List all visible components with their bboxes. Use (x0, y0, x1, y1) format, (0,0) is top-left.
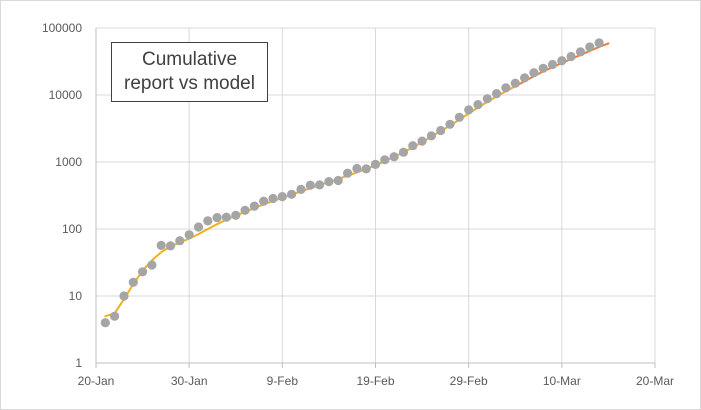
data-point (547, 59, 558, 70)
data-point (510, 78, 520, 88)
data-point (147, 260, 157, 270)
data-point (128, 277, 138, 287)
data-point (305, 180, 315, 190)
y-tick-label: 10000 (49, 88, 83, 102)
x-tick-label: 19-Feb (356, 374, 394, 388)
data-point (343, 168, 353, 178)
chart-title-line-1: Cumulative (141, 49, 238, 70)
data-point (277, 192, 287, 202)
data-point (352, 163, 362, 174)
x-tick-label: 20-Jan (78, 374, 115, 388)
series-line-1 (104, 85, 517, 318)
data-point (231, 210, 241, 220)
data-point (221, 212, 231, 222)
data-point (156, 240, 166, 250)
data-point (259, 196, 269, 206)
data-point (417, 136, 427, 146)
data-point (408, 141, 418, 151)
data-point (426, 131, 436, 141)
y-tick-label: 100000 (42, 21, 82, 35)
x-tick-label: 30-Jan (171, 374, 208, 388)
data-point (594, 38, 604, 48)
data-point (193, 222, 204, 232)
axis-lines (95, 28, 656, 368)
x-tick-label: 10-Mar (543, 374, 581, 388)
data-point (100, 318, 110, 328)
data-point (165, 241, 176, 251)
x-tick-label: 20-Mar (636, 374, 674, 388)
data-point (557, 56, 567, 66)
data-point (585, 42, 595, 52)
data-point (370, 159, 381, 169)
data-point (119, 291, 129, 301)
data-point (566, 51, 576, 62)
data-point (184, 230, 194, 240)
data-point (315, 180, 325, 190)
data-point (398, 147, 409, 157)
data-point (473, 100, 483, 110)
data-point (361, 164, 371, 174)
y-tick-label: 100 (62, 222, 82, 236)
data-point (212, 213, 222, 223)
data-point (454, 112, 464, 122)
data-point (482, 94, 492, 104)
data-point (380, 155, 390, 165)
data-point (240, 205, 250, 215)
chart-title: Cumulative report vs model (111, 42, 268, 102)
y-tick-label: 10 (69, 289, 83, 303)
data-point (445, 119, 455, 129)
data-point (333, 175, 343, 186)
data-point (575, 47, 586, 57)
x-tick-label: 9-Feb (267, 374, 299, 388)
data-point (520, 73, 530, 83)
data-point (249, 201, 259, 211)
data-point (389, 152, 399, 162)
data-point (529, 68, 539, 78)
data-point (287, 189, 297, 199)
y-axis-tick-labels: 1 10 100 1000 10000 100000 (42, 21, 82, 370)
y-tick-label: 1000 (55, 155, 82, 169)
data-point (110, 311, 120, 321)
data-point (464, 105, 474, 115)
x-axis-tick-labels: 20-Jan 30-Jan 9-Feb 19-Feb 29-Feb 10-Mar 20-Ma… (78, 374, 674, 388)
data-point (175, 236, 185, 246)
data-point (324, 177, 334, 187)
data-point (203, 216, 213, 226)
data-point (492, 89, 502, 99)
data-point (138, 267, 148, 277)
chart-title-line-2: report vs model (124, 73, 255, 94)
data-point (268, 193, 278, 204)
data-point (501, 83, 511, 93)
data-point (436, 125, 446, 136)
data-point (538, 63, 548, 73)
x-tick-label: 29-Feb (450, 374, 488, 388)
y-tick-label: 1 (75, 356, 82, 370)
data-point (296, 184, 306, 194)
series-markers (100, 38, 604, 328)
